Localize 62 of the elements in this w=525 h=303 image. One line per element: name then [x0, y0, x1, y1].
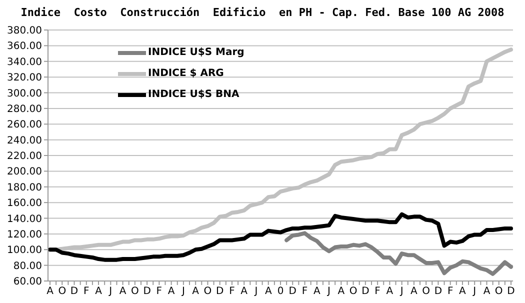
x-tick-label: F: [447, 286, 454, 298]
x-tick-label: J: [472, 286, 476, 298]
x-tick-label: A: [168, 286, 175, 298]
x-tick-label: A: [192, 286, 200, 298]
legend-label: INDICE $ ARG: [148, 66, 224, 80]
y-tick-label: 180.00: [7, 182, 42, 194]
y-tick-label: 120.00: [7, 229, 42, 240]
x-tick-label: D: [288, 286, 297, 298]
x-tick-label: J: [108, 286, 112, 298]
x-tick-label: O: [349, 286, 358, 298]
x-tick-label: A: [46, 286, 54, 298]
x-tick-label: F: [84, 286, 90, 298]
x-tick-label: A: [483, 286, 490, 298]
x-tick-label: A: [95, 286, 102, 298]
x-tick-label: D: [143, 286, 152, 298]
x-tick-label: D: [507, 286, 516, 298]
x-tick-label: J: [180, 286, 185, 298]
y-tick-label: 320.00: [7, 72, 42, 84]
x-tick-label: D: [70, 286, 78, 298]
x-tick-label: A: [119, 286, 126, 298]
y-tick-label: 80.00: [13, 260, 42, 272]
y-tick-label: 360.00: [7, 41, 42, 52]
y-tick-label: 380.00: [7, 26, 42, 37]
x-tick-label: A: [459, 286, 466, 298]
x-tick-label: A: [313, 286, 320, 298]
x-tick-label: D: [434, 286, 442, 298]
x-tick-label: F: [156, 286, 162, 298]
x-tick-label: J: [399, 286, 404, 298]
x-tick-label: A: [338, 286, 345, 298]
x-tick-label: O: [494, 286, 503, 298]
x-tick-label: F: [302, 286, 308, 298]
x-tick-label: 0: [277, 286, 284, 298]
y-tick-label: 60.00: [13, 276, 42, 288]
x-tick-label: A: [264, 286, 272, 298]
y-tick-label: 260.00: [7, 120, 42, 131]
x-tick-label: D: [216, 286, 224, 298]
y-tick-label: 200.00: [7, 166, 42, 178]
x-tick-label: O: [422, 286, 430, 298]
y-tick-label: 140.00: [7, 214, 42, 225]
legend-label: INDICE U$S Marg: [148, 46, 244, 60]
x-tick-label: A: [386, 286, 394, 298]
x-tick-label: F: [374, 286, 381, 298]
chart-title: Indice Costo Construcción Edificio en PH - Cap. Fed. Base 100 AG 2008: [20, 6, 506, 19]
x-tick-label: A: [240, 286, 248, 298]
x-tick-label: J: [326, 286, 331, 298]
x-tick-label: D: [362, 286, 370, 298]
x-tick-label: O: [204, 286, 212, 298]
x-tick-label: O: [58, 286, 66, 298]
y-tick-label: 100.00: [7, 245, 42, 256]
x-tick-label: O: [130, 286, 139, 298]
x-tick-label: F: [229, 286, 236, 298]
y-tick-label: 300.00: [7, 88, 42, 100]
legend-label: INDICE U$S BNA: [148, 88, 240, 102]
x-tick-label: J: [254, 286, 258, 298]
y-tick-label: 240.00: [7, 135, 42, 146]
x-tick-label: A: [410, 286, 418, 298]
line-series: [48, 212, 513, 262]
y-tick-label: 340.00: [7, 56, 42, 68]
y-tick-label: 220.00: [7, 151, 42, 162]
y-tick-label: 160.00: [7, 198, 42, 210]
line-series: [284, 231, 513, 276]
y-tick-label: 280.00: [7, 104, 42, 115]
